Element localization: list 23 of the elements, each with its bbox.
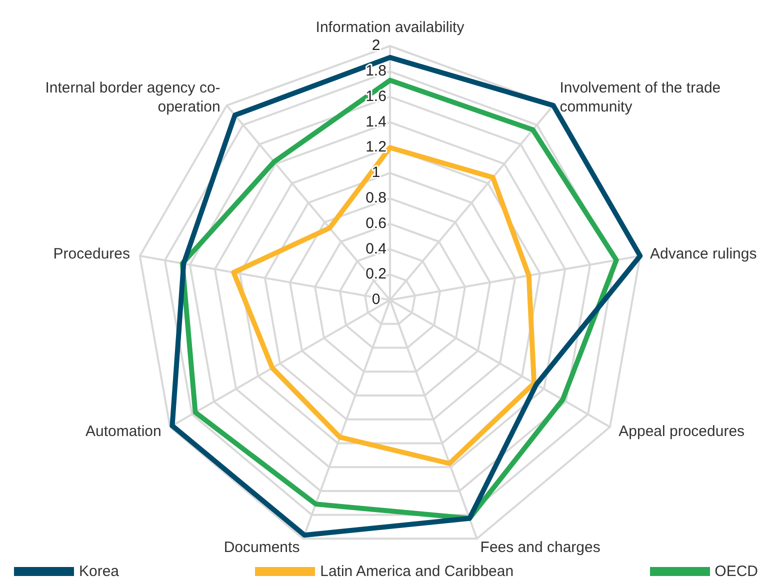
y-tick-label: 1.8 bbox=[366, 62, 386, 80]
spoke-label: Fees and charges bbox=[480, 539, 600, 556]
spoke-label: Documents bbox=[224, 539, 300, 556]
y-tick-label: 0.8 bbox=[366, 190, 386, 207]
spoke-label: Involvement of the trade community bbox=[560, 79, 721, 116]
y-tick-label: 1.2 bbox=[366, 138, 386, 156]
spoke-label: Automation bbox=[85, 423, 162, 440]
y-tick-label: 1.6 bbox=[366, 88, 386, 105]
spoke-label: Appeal procedures bbox=[618, 423, 745, 440]
legend-label: Korea bbox=[79, 563, 120, 580]
y-tick-label: 0 bbox=[372, 291, 380, 308]
legend-label: Latin America and Caribbean bbox=[320, 563, 514, 580]
spoke-label: Advance rulings bbox=[650, 245, 757, 262]
y-tick-label: 1.4 bbox=[366, 113, 386, 130]
spoke-label: Procedures bbox=[53, 245, 130, 262]
y-tick-label: 2 bbox=[372, 37, 380, 54]
y-tick-label: 0.6 bbox=[366, 214, 386, 232]
y-tick-label: 0.4 bbox=[366, 240, 386, 258]
legend-label: OECD bbox=[714, 563, 758, 580]
spoke-label: Information availability bbox=[316, 19, 465, 36]
y-tick-label: 1 bbox=[372, 164, 380, 182]
spoke-label: Internal border agency co-operation bbox=[45, 79, 220, 116]
y-tick-label: 0.2 bbox=[366, 266, 386, 283]
